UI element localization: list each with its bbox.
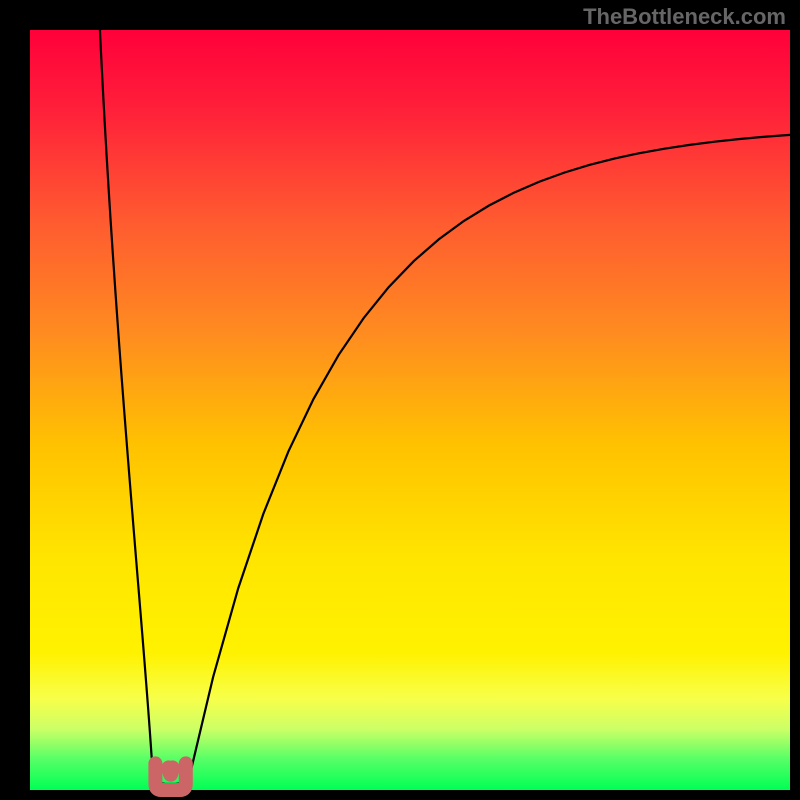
watermark-text: TheBottleneck.com xyxy=(583,4,786,30)
plot-background-gradient xyxy=(30,30,790,790)
bottleneck-chart xyxy=(0,0,800,800)
dip-marker xyxy=(155,763,185,790)
